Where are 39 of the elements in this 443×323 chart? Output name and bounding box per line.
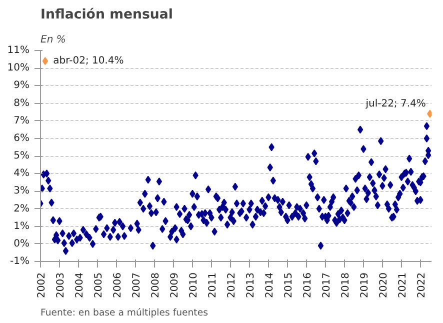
x-tick-label: 2009	[170, 272, 181, 298]
x-tick-label: 2003	[55, 272, 66, 298]
x-tick-label: 2022	[416, 272, 428, 298]
source-note: Fuente: en base a múltiples fuentes	[40, 308, 208, 318]
data-label: abr-02; 10.4%	[53, 56, 124, 67]
y-tick-label: 9%	[14, 80, 30, 92]
y-tick-label: 4%	[14, 168, 30, 180]
x-tick-label: 2005	[94, 272, 105, 298]
y-tick-label: 0%	[14, 238, 30, 250]
y-tick-label: 6%	[14, 132, 30, 144]
chart-title: Inflación mensual	[40, 8, 173, 22]
y-tick-label: -1%	[10, 256, 30, 267]
chart-subtitle: En %	[40, 34, 66, 46]
y-tick-label: 10%	[7, 62, 30, 74]
y-tick-label: 2%	[14, 203, 30, 214]
x-tick-label: 2004	[74, 272, 86, 298]
x-tick-label: 2008	[150, 272, 162, 298]
x-tick-label: 2013	[246, 272, 256, 298]
y-tick-label: 1%	[14, 220, 30, 232]
x-tick-label: 2019	[359, 272, 370, 298]
x-tick-label: 2016	[302, 272, 314, 298]
x-tick-label: 2006	[112, 272, 124, 298]
x-tick-label: 2018	[340, 272, 352, 298]
x-tick-label: 2012	[226, 272, 238, 298]
x-tick-label: 2017	[321, 272, 332, 298]
y-tick-label: 11%	[7, 45, 30, 56]
x-tick-label: 2014	[264, 272, 276, 298]
x-tick-label: 2007	[131, 272, 142, 298]
x-tick-label: 2002	[36, 272, 48, 298]
y-tick-label: 3%	[14, 186, 30, 197]
x-tick-label: 2020	[378, 272, 390, 298]
x-tick-label: 2011	[207, 272, 218, 298]
y-tick-label: 7%	[14, 115, 30, 126]
data-label: jul-22; 7.4%	[364, 98, 426, 110]
x-tick-label: 2015	[283, 272, 294, 298]
y-tick-label: 5%	[14, 150, 30, 162]
y-tick-label: 8%	[14, 98, 30, 109]
x-tick-label: 2021	[397, 272, 408, 298]
x-tick-label: 2010	[188, 272, 200, 298]
